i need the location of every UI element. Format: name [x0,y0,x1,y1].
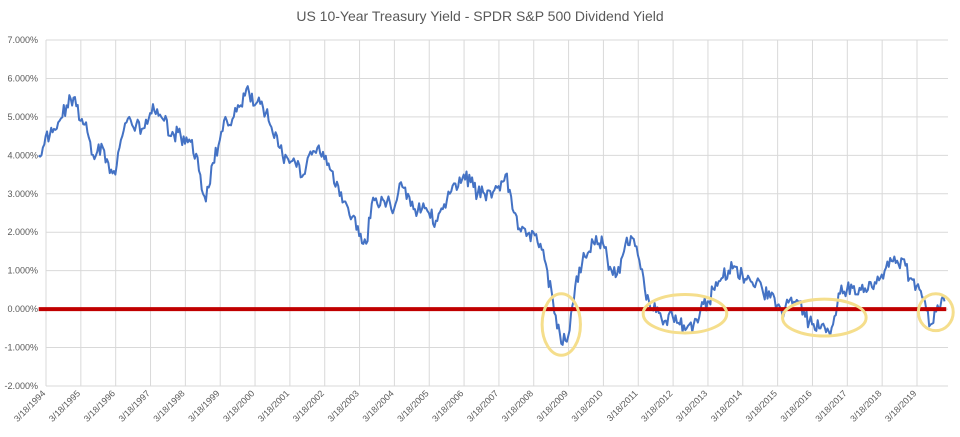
x-tick-label: 3/18/2001 [256,388,291,423]
x-tick-label: 3/18/2003 [326,388,361,423]
y-tick-label: 2.000% [7,227,38,237]
y-tick-label: 1.000% [7,266,38,276]
x-tick-label: 3/18/2014 [709,388,744,423]
x-tick-label: 3/18/1996 [82,388,117,423]
chart-title: US 10-Year Treasury Yield - SPDR S&P 500… [296,8,664,24]
x-tick-label: 3/18/2010 [569,388,604,423]
x-tick-label: 3/18/2008 [500,388,535,423]
x-tick-label: 3/18/2016 [778,388,813,423]
x-tick-label: 3/18/2006 [430,388,465,423]
highlight-ellipse-3 [781,297,868,338]
x-tick-label: 3/18/1995 [47,388,82,423]
y-tick-label: 5.000% [7,112,38,122]
x-tick-label: 3/18/2002 [291,388,326,423]
x-axis-tick-labels: 3/18/1994 3/18/1995 3/18/1996 3/18/1997 3/18… [12,388,918,423]
x-tick-label: 3/18/2018 [848,388,883,423]
highlight-ellipse-2 [641,293,729,335]
x-tick-label: 3/18/2011 [605,388,640,423]
x-tick-label: 3/18/1998 [151,388,186,423]
x-tick-label: 3/18/2005 [395,388,430,423]
y-tick-label: 7.000% [7,35,38,45]
x-tick-label: 3/18/2015 [744,388,779,423]
yield-spread-line [38,85,946,346]
x-tick-label: 3/18/2000 [221,388,256,423]
x-tick-label: 3/18/1999 [186,388,221,423]
x-tick-label: 3/18/2012 [639,388,674,423]
y-tick-label: -2.000% [4,381,38,391]
grid-layer [45,39,948,387]
annotation-layer [540,292,955,357]
series-layer [38,85,947,346]
highlight-ellipse-4 [916,292,955,333]
x-tick-label: 3/18/2004 [360,388,395,423]
x-tick-label: 3/18/2017 [813,388,848,423]
y-tick-label: 4.000% [7,150,38,160]
x-tick-label: 3/18/2009 [535,388,570,423]
x-tick-label: 3/18/1994 [12,388,47,423]
y-tick-label: 0.000% [7,304,38,314]
highlight-ellipse-1 [540,292,582,357]
y-axis-tick-labels: 7.000% 6.000% 5.000% 4.000% 3.000% 2.000% 1.00… [4,35,38,391]
y-tick-label: 6.000% [7,73,38,83]
x-tick-label: 3/18/1997 [117,388,152,423]
x-tick-label: 3/18/2013 [674,388,709,423]
y-tick-label: -1.000% [4,343,38,353]
y-tick-label: 3.000% [7,189,38,199]
x-tick-label: 3/18/2007 [465,388,500,423]
x-tick-label: 3/18/2019 [883,388,918,423]
